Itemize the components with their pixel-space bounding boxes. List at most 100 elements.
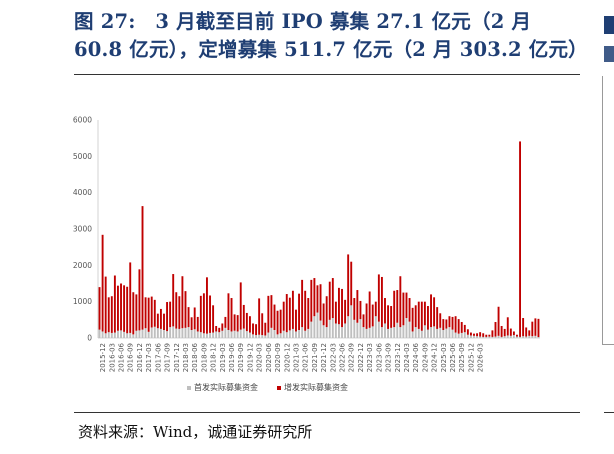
bar-ipo [506,335,509,338]
bar-ipo [531,336,534,338]
fragment-axis-base [602,344,614,345]
bar-private-placement [163,313,165,331]
x-tick-label: 2019-12 [246,343,254,372]
bar-ipo [433,326,436,338]
bar-private-placement [282,301,285,331]
bar-ipo [224,327,227,338]
bar-ipo [120,330,122,338]
bar-private-placement [123,285,126,332]
bar-ipo [359,319,362,338]
bar-private-placement [341,288,343,328]
bar-ipo [248,332,251,338]
bar-ipo [163,330,165,338]
bar-private-placement [473,333,475,336]
bar-private-placement [156,313,159,329]
x-tick-label: 2022-12 [357,343,365,372]
x-tick-label: 2021-06 [302,342,310,372]
bar-ipo [215,331,218,338]
x-tick-label: 2021-12 [320,343,328,372]
bar-ipo [516,336,518,338]
bar-ipo [427,329,429,338]
legend-swatch-ipo [187,386,191,390]
x-tick-label: 2025-03 [440,343,448,372]
y-tick-label: 1000 [73,297,92,306]
x-tick-label: 2024-12 [431,343,439,372]
bar-ipo [334,323,337,338]
bar-ipo [405,318,408,338]
fragment-axis [602,76,603,344]
bar-private-placement [120,283,122,331]
bar-private-placement [408,298,411,322]
bar-ipo [322,325,325,338]
bar-ipo [460,332,463,338]
bar-private-placement [414,305,417,328]
bar-private-placement [338,287,340,325]
bar-ipo [166,331,169,338]
bar-ipo [417,328,420,338]
bar-private-placement [423,301,426,326]
bar-private-placement [206,277,208,334]
x-tick-label: 2022-03 [329,343,337,372]
bar-private-placement [199,295,202,333]
bar-private-placement [374,301,377,317]
bar-private-placement [390,306,393,328]
bar-private-placement [166,302,169,332]
bar-ipo [264,335,267,338]
bar-private-placement [273,304,276,330]
bar-private-placement [485,334,488,337]
bar-private-placement [252,323,254,335]
bar-ipo [497,335,500,338]
bar-private-placement [350,261,353,306]
bar-ipo [534,335,537,338]
bar-private-placement [202,293,205,334]
bar-ipo [178,328,181,338]
bar-ipo [218,332,221,338]
bar-ipo [384,323,386,338]
bar-ipo [503,336,506,338]
bar-ipo [509,335,512,338]
y-tick-label: 5000 [73,152,92,161]
bar-ipo [227,330,230,338]
bar-private-placement [298,293,300,330]
bar-private-placement [476,333,479,337]
bar-ipo [291,328,294,338]
bar-private-placement [519,141,521,337]
bar-ipo [344,323,347,338]
bar-ipo [485,336,488,338]
next-figure-fragment [598,0,614,454]
bar-private-placement [411,307,414,332]
bar-ipo [153,326,156,338]
x-tick-label: 2019-09 [237,343,245,372]
bar-private-placement [147,297,150,332]
bar-ipo [285,332,288,338]
bar-private-placement [469,332,472,336]
bar-private-placement [227,293,230,331]
bar-ipo [325,327,328,338]
bar-private-placement [267,295,270,333]
bar-ipo [319,320,322,338]
bar-ipo [144,328,147,338]
bar-private-placement [107,297,110,333]
bar-private-placement [528,330,531,336]
bar-private-placement [291,290,294,329]
bar-private-placement [531,321,534,337]
bar-ipo [270,327,273,338]
bar-private-placement [248,316,251,333]
bar-ipo [187,327,190,338]
bar-ipo [273,330,276,338]
bar-private-placement [153,299,156,327]
bar-private-placement [110,296,113,333]
bar-ipo [365,328,368,338]
bar-private-placement [141,206,144,330]
bar-private-placement [101,234,104,332]
bar-private-placement [184,291,187,328]
bar-private-placement [460,322,463,333]
bar-ipo [488,336,491,338]
bar-private-placement [387,305,390,329]
bar-ipo [242,328,245,338]
bar-private-placement [209,295,211,333]
bar-ipo [466,334,469,338]
bar-private-placement [380,276,383,328]
bar-ipo [206,333,208,338]
